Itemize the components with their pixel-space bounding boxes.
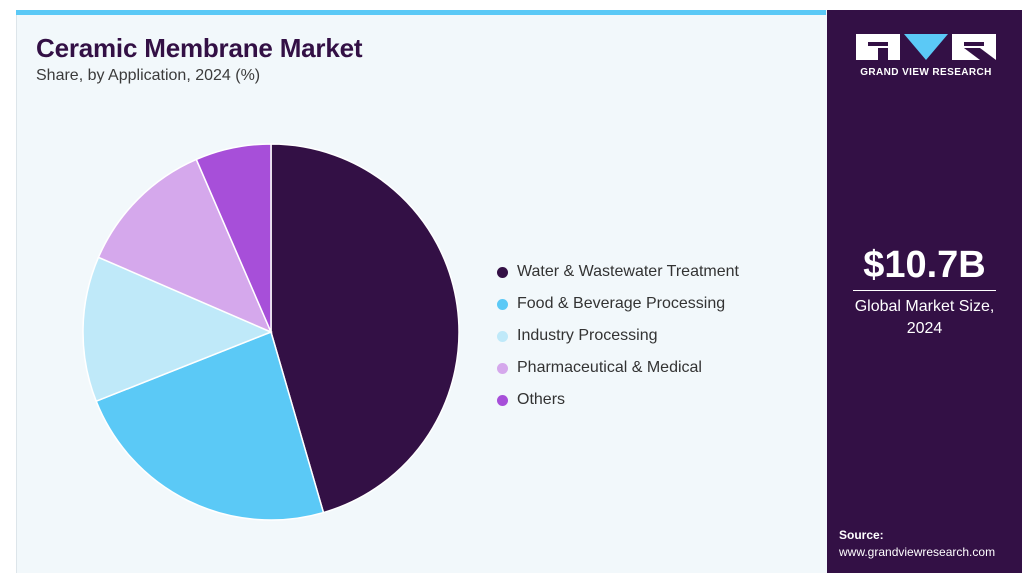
chart-title: Ceramic Membrane Market xyxy=(36,33,363,63)
pie-slice-0 xyxy=(270,143,460,514)
chart-legend: Water & Wastewater Treatment Food & Bever… xyxy=(497,256,739,416)
pie-chart xyxy=(82,143,460,521)
pie-slice-2 xyxy=(82,256,273,403)
source-url: www.grandviewresearch.com xyxy=(839,545,996,559)
accent-bar xyxy=(16,10,826,15)
market-size-value: $10.7B xyxy=(863,244,986,286)
legend-label: Industry Processing xyxy=(517,327,658,344)
legend-swatch xyxy=(497,362,508,374)
legend-label: Pharmaceutical & Medical xyxy=(517,359,702,376)
side-panel xyxy=(827,10,1022,573)
brand-name: GRAND VIEW RESEARCH xyxy=(860,67,992,78)
legend-item: Pharmaceutical & Medical xyxy=(497,352,739,384)
source-label: Source: xyxy=(839,528,884,542)
gvr-logo-icon xyxy=(856,34,996,60)
legend-item: Industry Processing xyxy=(497,320,739,352)
legend-item: Water & Wastewater Treatment xyxy=(497,256,739,288)
legend-swatch xyxy=(497,330,508,342)
legend-item: Food & Beverage Processing xyxy=(497,288,739,320)
market-size-label: Global Market Size, 2024 xyxy=(854,298,995,337)
pie-slice-3 xyxy=(97,158,273,334)
legend-swatch xyxy=(497,394,508,406)
legend-item: Others xyxy=(497,384,739,416)
legend-label: Others xyxy=(517,391,566,408)
legend-label: Food & Beverage Processing xyxy=(517,295,726,312)
legend-swatch xyxy=(497,298,508,310)
pie-slice-4 xyxy=(195,143,272,333)
divider xyxy=(853,290,996,291)
legend-swatch xyxy=(497,266,508,278)
chart-subtitle: Share, by Application, 2024 (%) xyxy=(36,67,261,84)
legend-label: Water & Wastewater Treatment xyxy=(517,263,739,280)
